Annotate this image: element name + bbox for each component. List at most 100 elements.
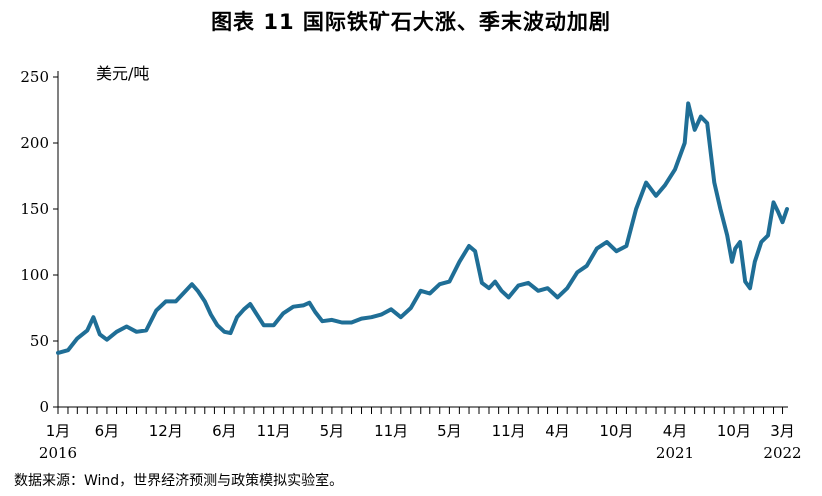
data-point [174, 299, 178, 303]
x-tick-label: 1月 [46, 422, 71, 440]
data-point [516, 284, 520, 288]
data-point [487, 286, 491, 290]
data-point [255, 313, 259, 317]
data-point [772, 200, 775, 204]
data-point [235, 315, 239, 319]
data-point [725, 233, 729, 237]
data-point [705, 121, 709, 125]
data-point [493, 280, 497, 284]
data-point [634, 207, 638, 211]
data-point [164, 299, 168, 303]
data-point [738, 240, 742, 244]
axes: 0 50 100 150 200 250 1月 2016 6月 12月 6月 11月 5月 11月 5月 11… [20, 68, 801, 462]
data-point [644, 181, 648, 185]
series-group [56, 101, 789, 355]
chart-title: 图表 11 国际铁矿石大涨、季末波动加剧 [211, 10, 611, 34]
x-tick-label: 3月 [770, 422, 795, 440]
data-point [190, 282, 194, 286]
data-point [683, 141, 687, 145]
x-tick-label: 12月 [149, 422, 183, 440]
x-tick-label: 4月 [545, 422, 570, 440]
data-point [105, 338, 109, 342]
x-tick-label: 10月 [717, 422, 751, 440]
data-point [196, 289, 200, 293]
y-tick-label: 250 [20, 68, 49, 86]
data-point [776, 210, 780, 214]
data-point [66, 348, 70, 352]
data-point [229, 331, 232, 335]
x-year-label: 2016 [39, 444, 77, 462]
data-point [184, 289, 188, 293]
data-point [546, 286, 550, 290]
data-point [350, 321, 353, 324]
data-point [781, 220, 784, 224]
data-point [409, 306, 413, 310]
data-point [500, 289, 503, 293]
data-point [399, 315, 403, 319]
data-point [272, 323, 276, 327]
data-point [154, 309, 158, 313]
x-tick-label: 5月 [320, 422, 345, 440]
x-year-label: 2021 [656, 444, 694, 462]
data-point [565, 286, 569, 290]
data-point [85, 328, 89, 332]
x-year-label: 2022 [763, 444, 801, 462]
data-point [585, 264, 589, 268]
data-point [222, 330, 226, 334]
data-point [419, 289, 423, 293]
data-point [526, 281, 530, 285]
data-point [438, 282, 442, 286]
y-axis-unit-label: 美元/吨 [96, 64, 150, 83]
data-point [389, 307, 393, 311]
data-point [686, 101, 690, 105]
data-point [753, 260, 757, 264]
data-point [370, 315, 373, 319]
data-point [730, 260, 734, 264]
data-point [135, 330, 138, 334]
x-tick-label: 6月 [95, 422, 120, 440]
data-point [624, 244, 628, 248]
data-point [56, 351, 60, 355]
data-point [575, 270, 579, 274]
data-point [330, 318, 334, 322]
data-point [313, 310, 317, 314]
data-point [473, 249, 477, 253]
data-point [98, 332, 102, 336]
data-point [507, 295, 511, 299]
data-point [209, 313, 213, 317]
series-line [56, 101, 789, 355]
data-point [301, 303, 305, 307]
data-point [144, 328, 148, 332]
data-point [673, 167, 677, 171]
data-point [203, 299, 207, 303]
source-note: 数据来源：Wind，世界经济预测与政策模拟实验室。 [14, 473, 344, 489]
data-point [262, 323, 266, 327]
data-point [766, 233, 770, 237]
data-point [447, 280, 451, 284]
data-point [614, 249, 618, 253]
data-point [693, 128, 697, 132]
data-point [718, 207, 722, 211]
data-point [785, 207, 789, 211]
data-point [536, 289, 540, 293]
data-point [115, 330, 119, 334]
data-point [595, 247, 599, 251]
data-point [340, 321, 344, 324]
y-tick-label: 150 [20, 200, 49, 218]
data-point [75, 336, 79, 340]
data-point [733, 247, 737, 251]
y-tick-label: 50 [30, 332, 49, 350]
data-point [748, 286, 752, 290]
x-tick-label: 4月 [663, 422, 688, 440]
data-point [91, 315, 95, 319]
data-point [556, 295, 559, 299]
x-tick-label: 10月 [599, 422, 633, 440]
data-point [320, 319, 324, 323]
data-point [281, 311, 285, 315]
data-point [743, 280, 747, 284]
data-point [379, 313, 383, 317]
data-point [699, 115, 703, 119]
data-point [428, 292, 432, 295]
x-tick-label: 11月 [374, 422, 408, 440]
